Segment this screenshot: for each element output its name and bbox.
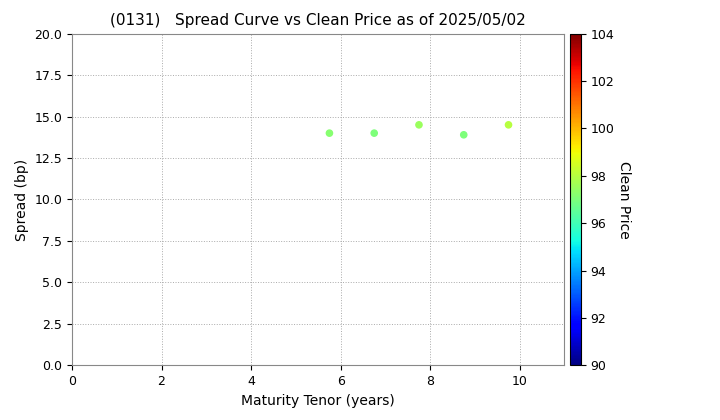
X-axis label: Maturity Tenor (years): Maturity Tenor (years) <box>241 394 395 408</box>
Y-axis label: Clean Price: Clean Price <box>617 160 631 239</box>
Title: (0131)   Spread Curve vs Clean Price as of 2025/05/02: (0131) Spread Curve vs Clean Price as of… <box>110 13 526 28</box>
Point <box>503 121 514 128</box>
Y-axis label: Spread (bp): Spread (bp) <box>15 158 29 241</box>
Point <box>458 131 469 138</box>
Point <box>369 130 380 136</box>
Point <box>413 121 425 128</box>
Point <box>324 130 336 136</box>
